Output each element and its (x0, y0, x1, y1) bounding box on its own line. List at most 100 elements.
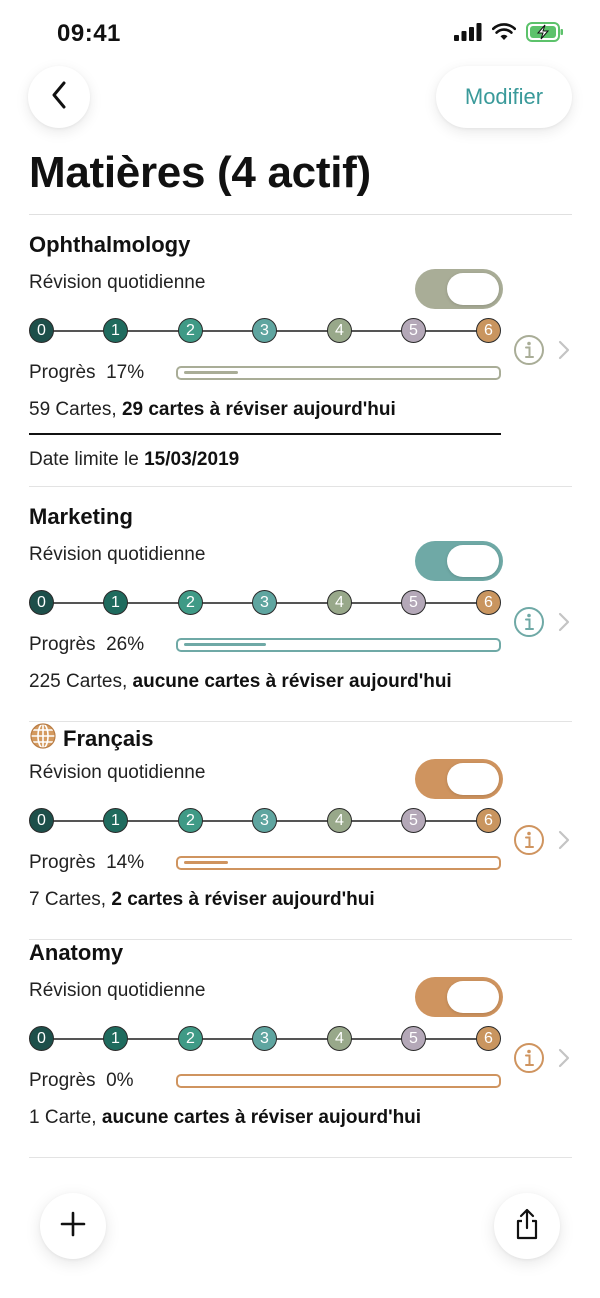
cards-summary: 1 Carte, aucune cartes à réviser aujourd… (29, 1107, 421, 1129)
chevron-right-icon[interactable] (557, 340, 571, 360)
cards-due: aucune cartes à réviser aujourd'hui (132, 671, 452, 692)
daily-review-label: Révision quotidienne (29, 544, 206, 565)
chevron-right-icon[interactable] (557, 1048, 571, 1068)
info-icon[interactable] (513, 606, 545, 638)
battery-charging-icon (526, 22, 564, 47)
level-step: 2 (178, 808, 203, 833)
cards-count: 1 Carte, (29, 1107, 97, 1128)
level-step: 6 (476, 590, 501, 615)
progress-value: 26% (106, 634, 145, 655)
subject-title: Ophthalmology (29, 232, 190, 258)
level-step: 3 (252, 1026, 277, 1051)
cards-summary: 225 Cartes, aucune cartes à réviser aujo… (29, 671, 452, 693)
progress-prefix: Progrès (29, 852, 96, 873)
level-steps: 0 1 2 3 4 5 6 (29, 318, 501, 344)
level-step: 0 (29, 590, 54, 615)
status-time: 09:41 (57, 20, 121, 47)
level-steps: 0 1 2 3 4 5 6 (29, 590, 501, 616)
cellular-signal-icon (454, 23, 482, 46)
level-step: 1 (103, 1026, 128, 1051)
level-step: 1 (103, 808, 128, 833)
chevron-left-icon (51, 81, 67, 114)
level-step: 5 (401, 808, 426, 833)
daily-review-label: Révision quotidienne (29, 272, 206, 293)
info-icon[interactable] (513, 1042, 545, 1074)
cards-due: 2 cartes à réviser aujourd'hui (111, 889, 375, 910)
progress-value: 0% (106, 1070, 134, 1091)
progress-value: 17% (106, 362, 145, 383)
divider (29, 1157, 572, 1158)
progress-label: Progrès 26% (29, 634, 144, 656)
progress-bar (176, 1074, 501, 1088)
daily-review-toggle[interactable] (415, 977, 503, 1017)
level-step: 6 (476, 318, 501, 343)
share-icon (512, 1207, 542, 1246)
subject-card[interactable]: Anatomy Révision quotidienne 0 1 2 3 4 5 6 Progrè… (29, 940, 572, 1158)
level-step: 0 (29, 1026, 54, 1051)
progress-label: Progrès 14% (29, 852, 144, 874)
cards-due: aucune cartes à réviser aujourd'hui (101, 1107, 422, 1128)
subject-card[interactable]: Français Révision quotidienne 0 1 2 3 4 5 6 Progr… (29, 722, 572, 940)
level-step: 5 (401, 1026, 426, 1051)
level-step: 4 (327, 318, 352, 343)
progress-label: Progrès 0% (29, 1070, 134, 1092)
progress-prefix: Progrès (29, 1070, 96, 1091)
subject-card[interactable]: Ophthalmology Révision quotidienne 0 1 2 3 4 5 6… (29, 232, 572, 487)
info-icon[interactable] (513, 824, 545, 856)
progress-bar (176, 638, 501, 652)
daily-review-toggle[interactable] (415, 269, 503, 309)
subject-title: Marketing (29, 504, 133, 530)
level-step: 1 (103, 318, 128, 343)
plus-icon (60, 1211, 86, 1242)
divider (29, 486, 572, 487)
deadline-prefix: Date limite le (29, 449, 139, 470)
subject-name: Marketing (29, 504, 133, 529)
daily-review-toggle[interactable] (415, 541, 503, 581)
progress-prefix: Progrès (29, 362, 96, 383)
subject-name: Anatomy (29, 940, 124, 965)
cards-summary: 7 Cartes, 2 cartes à réviser aujourd'hui (29, 889, 375, 911)
cards-summary: 59 Cartes, 29 cartes à réviser aujourd'h… (29, 399, 396, 421)
level-step: 4 (327, 808, 352, 833)
level-step: 2 (178, 318, 203, 343)
progress-value: 14% (106, 852, 145, 873)
toggle-knob (447, 545, 499, 577)
level-step: 3 (252, 590, 277, 615)
cards-count: 225 Cartes, (29, 671, 128, 692)
toggle-knob (447, 981, 499, 1013)
level-step: 2 (178, 1026, 203, 1051)
level-step: 4 (327, 1026, 352, 1051)
status-icons (454, 22, 564, 47)
level-step: 0 (29, 808, 54, 833)
divider (29, 721, 572, 722)
level-steps: 0 1 2 3 4 5 6 (29, 808, 501, 834)
daily-review-label: Révision quotidienne (29, 762, 206, 783)
level-step: 3 (252, 318, 277, 343)
progress-fill (184, 371, 238, 374)
deadline-text: Date limite le 15/03/2019 (29, 449, 239, 471)
progress-prefix: Progrès (29, 634, 96, 655)
daily-review-toggle[interactable] (415, 759, 503, 799)
subject-title: Anatomy (29, 940, 123, 966)
chevron-right-icon[interactable] (557, 612, 571, 632)
subject-title: Français (29, 722, 154, 756)
add-subject-button[interactable] (40, 1193, 106, 1259)
edit-button[interactable]: Modifier (436, 66, 572, 128)
progress-label: Progrès 17% (29, 362, 144, 384)
level-step: 2 (178, 590, 203, 615)
divider (29, 214, 572, 215)
chevron-right-icon[interactable] (557, 830, 571, 850)
share-button[interactable] (494, 1193, 560, 1259)
deadline-divider (29, 433, 501, 435)
progress-fill (184, 643, 266, 646)
status-bar: 09:41 (0, 0, 600, 64)
back-button[interactable] (28, 66, 90, 128)
subject-card[interactable]: Marketing Révision quotidienne 0 1 2 3 4 5 6 Prog… (29, 504, 572, 722)
level-step: 1 (103, 590, 128, 615)
info-icon[interactable] (513, 334, 545, 366)
progress-bar (176, 856, 501, 870)
cards-due: 29 cartes à réviser aujourd'hui (121, 399, 396, 420)
toggle-knob (447, 273, 499, 305)
level-step: 6 (476, 808, 501, 833)
level-steps: 0 1 2 3 4 5 6 (29, 1026, 501, 1052)
